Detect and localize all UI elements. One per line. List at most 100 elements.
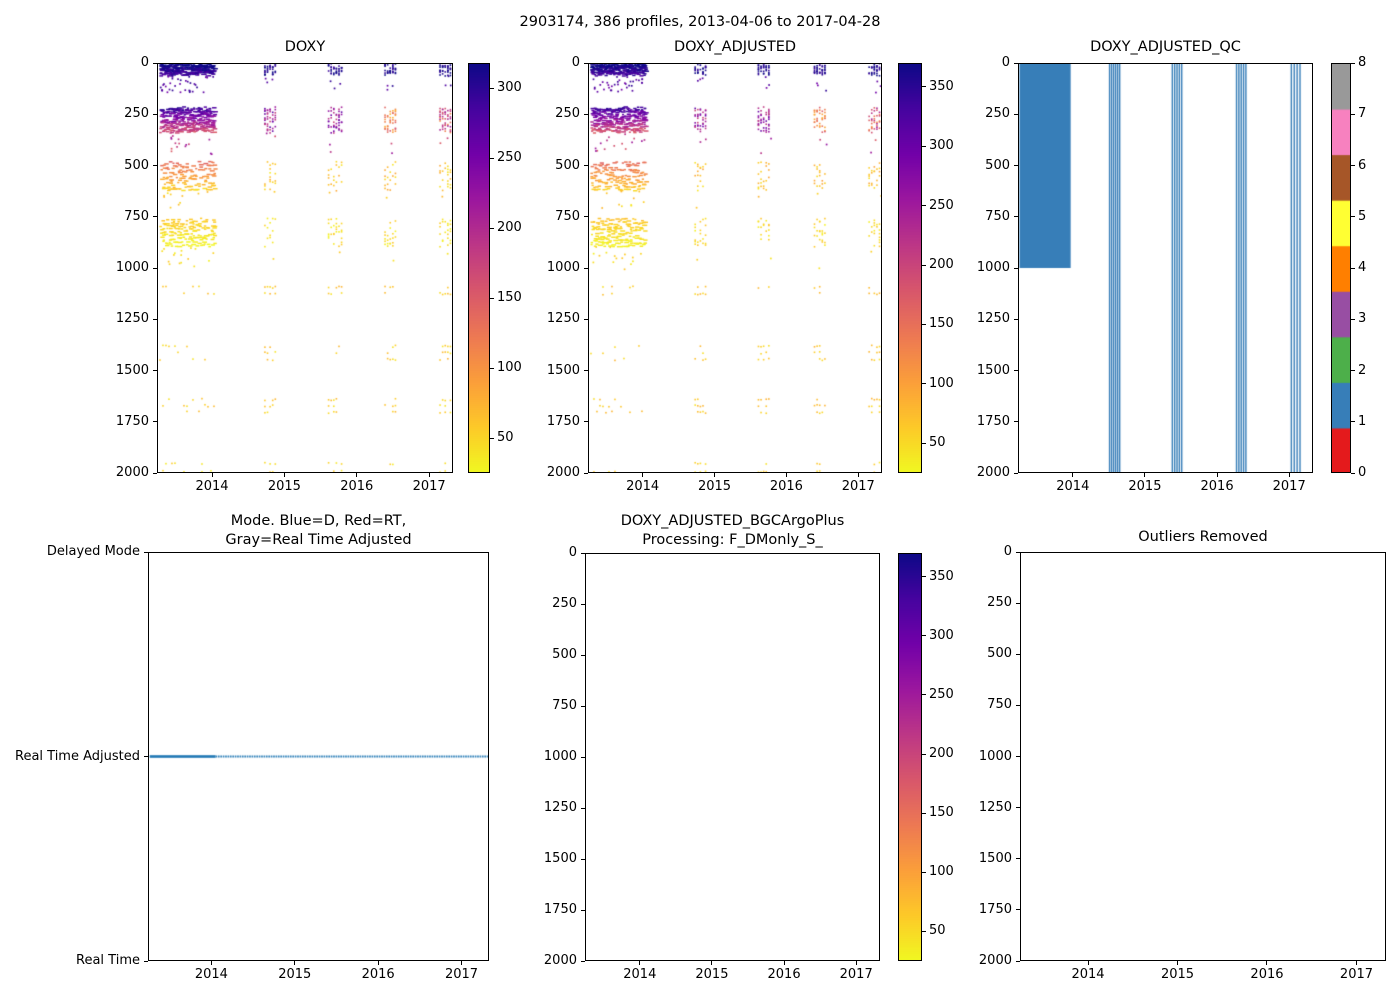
x-tick-label: 2016 — [340, 479, 374, 494]
colorbar-tick-label: 50 — [497, 430, 514, 446]
y-category-label: Real Time — [76, 953, 140, 968]
colorbar-tick-label: 100 — [497, 360, 522, 376]
colorbar-tick-mark — [1351, 267, 1355, 269]
colorbar-tick-label: 350 — [929, 78, 954, 94]
y-tick-label: 500 — [552, 647, 577, 662]
colorbar-tick-label: 100 — [929, 375, 954, 391]
colorbar-tick-mark — [922, 635, 926, 637]
y-tick-label: 1000 — [543, 749, 577, 764]
y-tick-mark — [1014, 267, 1018, 269]
y-tick-mark — [1014, 472, 1018, 474]
colorbar-tick-mark — [490, 157, 494, 159]
y-tick-label: 1250 — [976, 311, 1010, 327]
colorbar-tick-mark — [922, 930, 926, 932]
colorbar-tick-label: 50 — [929, 923, 946, 939]
y-tick-label: 750 — [555, 208, 580, 224]
y-tick-label: 1500 — [976, 362, 1010, 378]
y-tick-label: 1250 — [546, 311, 580, 327]
y-tick-label: 250 — [987, 595, 1012, 611]
plot-title-bgc-line1: DOXY_ADJUSTED_BGCArgoPlus — [620, 513, 845, 529]
colorbar-tick-mark — [922, 86, 926, 88]
y-tick-mark — [584, 113, 588, 115]
y-tick-mark — [584, 62, 588, 64]
colorbar-tick-label: 300 — [929, 627, 954, 643]
x-tick-label: 2016 — [767, 967, 801, 982]
x-tick-label: 2015 — [695, 967, 729, 982]
y-category-label: Real Time Adjusted — [15, 748, 140, 764]
colorbar-tick-mark — [490, 227, 494, 229]
y-tick-mark — [581, 654, 585, 656]
colorbar-tick-mark — [922, 323, 926, 325]
y-tick-mark — [144, 551, 148, 553]
y-tick-mark — [1016, 653, 1020, 655]
x-tick-mark — [1176, 961, 1178, 965]
colorbar-tick-mark — [1351, 370, 1355, 371]
x-tick-mark — [377, 961, 379, 965]
y-tick-mark — [581, 960, 585, 962]
y-tick-label: 250 — [555, 106, 580, 122]
colorbar-tick-label: 250 — [929, 686, 954, 702]
plot-title-bgc: DOXY_ADJUSTED_BGCArgoPlus Processing: F_… — [585, 512, 880, 550]
y-tick-label: 1000 — [978, 748, 1012, 764]
y-tick-label: 750 — [987, 697, 1012, 713]
y-tick-label: 1750 — [115, 413, 149, 429]
x-tick-label: 2014 — [1071, 967, 1105, 982]
plot-title-mode-line1: Mode. Blue=D, Red=RT, — [230, 513, 407, 529]
y-tick-label: 250 — [985, 106, 1010, 122]
y-tick-label: 2000 — [543, 953, 577, 968]
y-tick-mark — [153, 165, 157, 166]
colorbar-tick-label: 8 — [1358, 55, 1367, 70]
colorbar-tick-label: 6 — [1358, 157, 1367, 173]
y-tick-label: 1750 — [546, 413, 580, 429]
y-tick-mark — [1014, 165, 1018, 166]
colorbar-tick-label: 150 — [929, 316, 954, 332]
y-tick-label: 1000 — [976, 260, 1010, 275]
y-tick-mark — [584, 370, 588, 371]
colorbar-tick-label: 4 — [1358, 260, 1367, 275]
x-tick-mark — [857, 473, 859, 477]
y-tick-mark — [581, 909, 585, 911]
colorbar-tick-label: 250 — [497, 150, 522, 166]
y-tick-mark — [581, 603, 585, 605]
colorbar-tick-label: 1 — [1358, 413, 1367, 429]
plot-canvas-doxy — [157, 63, 453, 473]
y-tick-label: 750 — [124, 208, 149, 224]
colorbar-tick-label: 5 — [1358, 208, 1367, 224]
y-tick-label: 1500 — [115, 362, 149, 378]
colorbar-tick-mark — [922, 145, 926, 147]
y-tick-label: 2000 — [546, 465, 580, 480]
plot-title-doxy-adjusted: DOXY_ADJUSTED — [673, 39, 797, 55]
y-tick-label: 0 — [568, 545, 577, 560]
y-tick-label: 0 — [1003, 544, 1012, 559]
y-tick-mark — [1014, 216, 1018, 218]
plot-canvas-outliers — [1020, 552, 1386, 961]
x-tick-label: 2016 — [1200, 479, 1234, 494]
y-tick-mark — [153, 62, 157, 64]
x-tick-label: 2014 — [195, 479, 229, 494]
y-tick-label: 1500 — [543, 851, 577, 866]
y-tick-label: 750 — [552, 698, 577, 713]
y-tick-mark — [153, 267, 157, 269]
colorbar-tick-mark — [922, 694, 926, 696]
colorbar-tick-label: 2 — [1358, 362, 1367, 378]
y-tick-mark — [584, 472, 588, 474]
colorbar-tick-mark — [922, 442, 926, 444]
x-tick-mark — [356, 473, 358, 477]
colorbar-tick-label: 200 — [929, 746, 954, 762]
y-tick-label: 2000 — [976, 465, 1010, 480]
x-tick-label: 2014 — [626, 479, 660, 494]
plot-title-mode-line2: Gray=Real Time Adjusted — [225, 532, 412, 548]
plot-canvas-doxy_adjusted — [588, 63, 882, 473]
y-tick-label: 250 — [552, 596, 577, 611]
x-tick-mark — [1266, 961, 1268, 965]
colorbar-tick-mark — [922, 576, 926, 578]
x-tick-mark — [1216, 473, 1218, 477]
y-tick-mark — [581, 858, 585, 860]
y-tick-mark — [1016, 960, 1020, 962]
plot-title-doxy: DOXY — [284, 39, 326, 55]
x-tick-label: 2014 — [623, 967, 657, 982]
y-tick-mark — [581, 552, 585, 554]
colorbar-tick-mark — [922, 753, 926, 755]
x-tick-label: 2015 — [278, 967, 312, 982]
y-tick-label: 1500 — [978, 850, 1012, 866]
